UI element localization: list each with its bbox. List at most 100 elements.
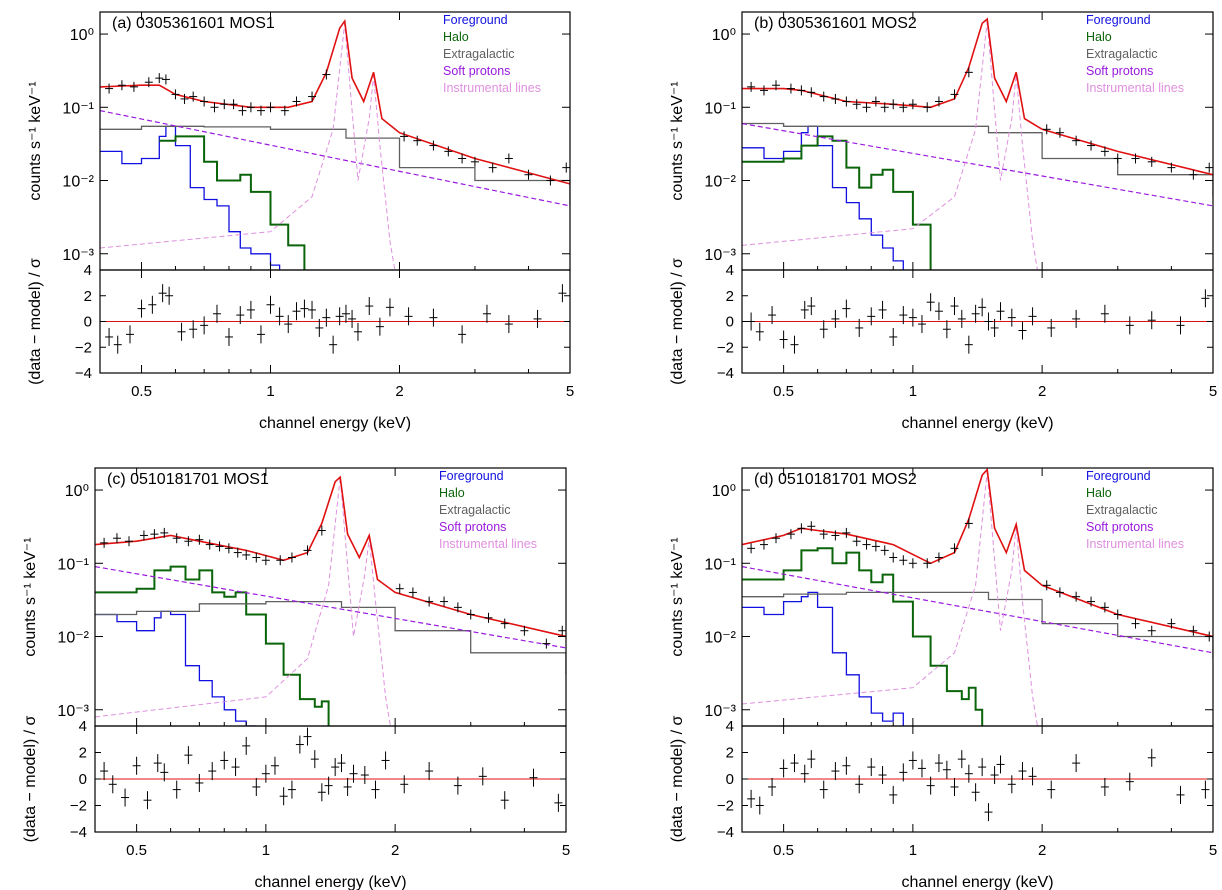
- residual-point: [964, 764, 973, 783]
- y-axis-label: counts s⁻¹ keV⁻¹: [669, 537, 686, 656]
- data-point: [807, 521, 816, 532]
- residual-tick-label: −4: [717, 824, 734, 841]
- residual-point: [158, 284, 167, 303]
- residual-tick-label: 4: [79, 718, 87, 735]
- residual-tick-label: −2: [75, 339, 92, 356]
- data-point: [831, 93, 840, 104]
- data-point: [124, 536, 133, 547]
- x-axis-label: channel energy (keV): [901, 874, 1053, 890]
- residual-point: [779, 330, 788, 349]
- y-tick-label: 10⁰: [712, 483, 736, 500]
- data-point: [797, 523, 806, 534]
- residual-point: [831, 309, 840, 328]
- data-point: [252, 552, 261, 563]
- x-axis-label: channel energy (keV): [254, 874, 406, 890]
- data-point: [819, 529, 828, 540]
- data-point: [189, 91, 198, 102]
- total-model-line: [100, 18, 570, 185]
- residual-point: [287, 780, 296, 799]
- residual-point: [1125, 316, 1134, 335]
- data-point: [504, 153, 513, 164]
- residual-point: [242, 736, 251, 755]
- residual-tick-label: 4: [726, 262, 734, 279]
- legend-foreground: Foreground: [1086, 469, 1151, 483]
- residual-point: [1125, 772, 1134, 791]
- residual-point: [1007, 775, 1016, 794]
- data-point: [1100, 602, 1109, 613]
- data-point: [160, 527, 169, 538]
- legend-soft-protons: Soft protons: [1086, 64, 1153, 78]
- data-point: [950, 89, 959, 100]
- y-tick-label: 10⁰: [70, 27, 94, 44]
- residual-point: [855, 318, 864, 337]
- data-point: [797, 85, 806, 96]
- data-point: [395, 583, 404, 594]
- residual-point: [212, 304, 221, 323]
- spectrum-plot: [742, 468, 1213, 726]
- residual-point: [908, 751, 917, 770]
- residual-tick-label: 2: [79, 745, 87, 762]
- residual-point: [747, 312, 756, 331]
- data-point: [1131, 618, 1140, 629]
- data-point: [112, 533, 121, 544]
- data-point: [880, 545, 889, 556]
- residual-point: [400, 775, 409, 794]
- data-point: [172, 533, 181, 544]
- data-point: [747, 543, 756, 554]
- spectrum-plot: [95, 475, 566, 726]
- data-point: [964, 67, 973, 78]
- total-model-line: [95, 475, 566, 638]
- residual-tick-label: 0: [726, 771, 734, 788]
- data-point: [923, 102, 932, 113]
- data-point: [1167, 162, 1176, 173]
- residual-point: [385, 298, 394, 317]
- data-point: [453, 602, 462, 613]
- residual-point: [1100, 777, 1109, 796]
- data-point: [807, 87, 816, 98]
- data-point: [100, 537, 109, 548]
- instrumental-lines-line: [95, 477, 391, 726]
- x-axis-label: channel energy (keV): [259, 415, 411, 432]
- residual-point: [984, 312, 993, 331]
- total-model-line: [742, 17, 1213, 176]
- data-point: [871, 96, 880, 107]
- residual-point: [478, 767, 487, 786]
- data-point: [862, 539, 871, 550]
- residual-tick-label: 2: [726, 288, 734, 305]
- panel-0: 0.5 1 2 5 10⁰ 10⁻¹ 10⁻² 10⁻³4 2 0 −2 −4 (a) 03053616…: [27, 11, 574, 432]
- data-point: [1189, 625, 1198, 636]
- soft-protons-line: [742, 122, 1213, 207]
- data-point: [1055, 127, 1064, 138]
- residual-point: [1047, 318, 1056, 337]
- data-point: [413, 135, 422, 146]
- residual-point: [768, 306, 777, 325]
- residual-point: [1176, 785, 1185, 804]
- data-point: [871, 541, 880, 552]
- data-point: [889, 552, 898, 563]
- soft-protons-line: [100, 110, 570, 207]
- data-point: [400, 131, 409, 142]
- legend-soft-protons: Soft protons: [443, 64, 510, 78]
- residual-tick-label: 0: [726, 314, 734, 331]
- residual-point: [779, 759, 788, 778]
- residual-point: [231, 758, 240, 777]
- data-point: [440, 596, 449, 607]
- legend-halo: Halo: [443, 30, 469, 44]
- data-point: [1055, 587, 1064, 598]
- legend-halo: Halo: [439, 486, 465, 500]
- y-tick-label: 10⁻³: [704, 703, 736, 720]
- residual-point: [842, 756, 851, 775]
- residual-point: [246, 300, 255, 319]
- total-model-line: [742, 468, 1213, 638]
- residual-point: [942, 320, 951, 339]
- panel-2: 0.5 1 2 5 10⁰ 10⁻¹ 10⁻² 10⁻³4 2 0 −2 −4 (c) 05101817…: [22, 467, 570, 890]
- residual-point: [768, 777, 777, 796]
- data-point: [161, 74, 170, 85]
- residual-point: [1147, 748, 1156, 767]
- residual-tick-label: 4: [726, 718, 734, 735]
- data-point: [246, 102, 255, 113]
- data-point: [1205, 162, 1213, 173]
- residual-tick-label: 2: [726, 745, 734, 762]
- data-point: [880, 102, 889, 113]
